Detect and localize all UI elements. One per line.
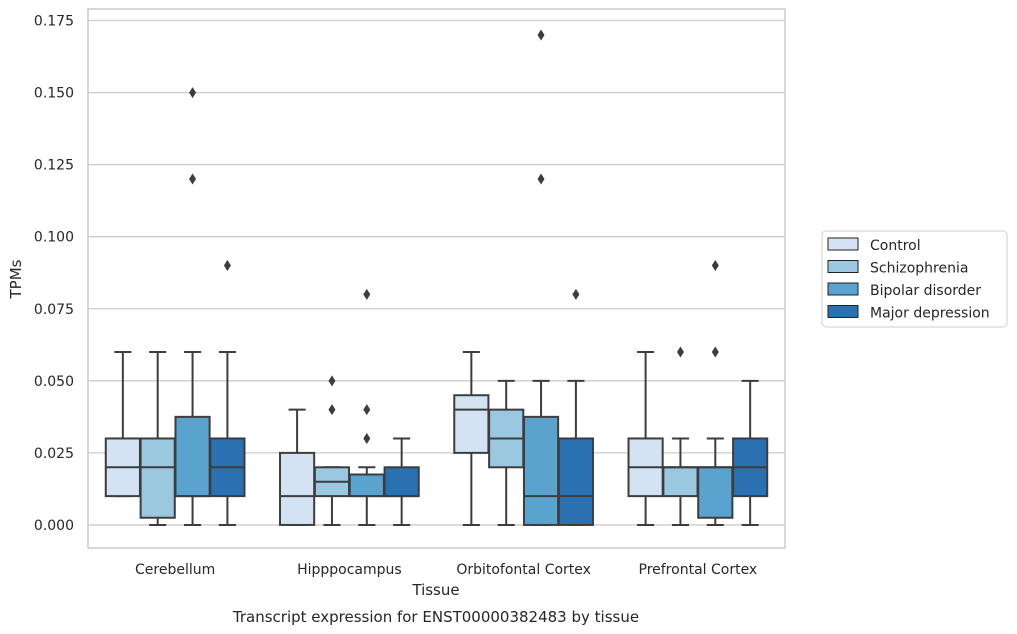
y-tick-label: 0.025	[34, 446, 74, 462]
box-0-1	[279, 408, 316, 526]
outlier-point	[189, 173, 197, 185]
box-3-2	[557, 288, 594, 526]
outlier-point	[537, 173, 545, 185]
outlier-point	[363, 404, 371, 416]
box-iqr	[383, 466, 420, 498]
box-iqr	[557, 437, 594, 526]
y-tick-label: 0.125	[34, 158, 74, 174]
y-tick-label: 0.075	[34, 302, 74, 318]
outlier-point	[189, 87, 197, 99]
legend-swatch	[827, 282, 859, 296]
chart-caption: Transcript expression for ENST0000038248…	[232, 608, 639, 626]
legend-label: Bipolar disorder	[870, 283, 981, 299]
box-iqr	[174, 415, 211, 498]
plot-frame	[87, 8, 786, 549]
box-2-0	[174, 87, 211, 526]
box-3-3	[732, 379, 769, 526]
box-groups	[104, 29, 769, 526]
box-1-2	[488, 379, 525, 526]
box-iqr	[522, 415, 560, 526]
box-0-2	[453, 351, 490, 526]
legend-swatch	[827, 237, 859, 251]
box-1-1	[313, 375, 351, 526]
x-axis-label: Tissue	[411, 581, 459, 599]
legend-swatch	[827, 305, 859, 318]
y-tick-label: 0.100	[34, 230, 74, 246]
legend: Control Schizophrenia Bipolar disorder Majo…	[821, 230, 1008, 328]
y-tick-labels: 0.000 0.025 0.050 0.075 0.100 0.125 0.150 0.175	[34, 14, 74, 534]
y-tick-label: 0.050	[34, 374, 74, 390]
x-tick-labels: Cerebellum Hipppocampus Orbitofontal Corte…	[135, 562, 757, 578]
outlier-point	[711, 260, 719, 272]
outlier-point	[223, 260, 231, 272]
box-3-0	[209, 260, 246, 526]
box-0-3	[627, 351, 664, 526]
box-iqr	[453, 394, 490, 454]
outlier-point	[537, 29, 545, 41]
outlier-point	[572, 288, 580, 300]
y-tick-label: 0.000	[34, 518, 74, 534]
box-iqr	[348, 473, 385, 498]
legend-swatch	[827, 260, 859, 273]
box-iqr	[697, 466, 734, 519]
box-2-1	[348, 288, 385, 526]
outlier-point	[328, 375, 336, 387]
y-axis-label: TPMs	[7, 259, 25, 299]
y-tick-label: 0.175	[34, 14, 74, 30]
x-tick-label: Hipppocampus	[297, 562, 402, 578]
outlier-point	[711, 346, 719, 358]
outlier-point	[328, 404, 336, 416]
x-tick-label: Prefrontal Cortex	[639, 562, 758, 578]
x-tick-label: Orbitofontal Cortex	[456, 562, 591, 578]
box-2-2	[522, 29, 560, 526]
legend-frame	[821, 230, 1008, 328]
legend-label: Major depression	[870, 306, 990, 322]
box-1-0	[139, 351, 176, 526]
legend-label: Schizophrenia	[870, 261, 968, 277]
outlier-point	[363, 432, 371, 444]
x-tick-label: Cerebellum	[135, 562, 215, 578]
outlier-point	[363, 288, 371, 300]
legend-label: Control	[870, 238, 921, 254]
y-tick-label: 0.150	[34, 86, 74, 102]
box-3-1	[383, 437, 420, 526]
box-iqr	[139, 437, 176, 519]
box-iqr	[279, 451, 316, 526]
box-iqr	[662, 466, 699, 498]
outlier-point	[676, 346, 684, 358]
